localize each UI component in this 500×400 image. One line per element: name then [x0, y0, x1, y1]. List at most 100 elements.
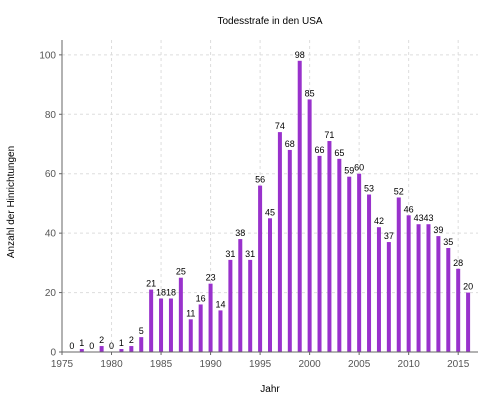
x-tick-label: 1980	[100, 359, 123, 370]
bar	[466, 292, 471, 352]
bar	[119, 349, 124, 352]
data-label: 0	[89, 341, 94, 351]
x-tick-label: 1990	[199, 359, 222, 370]
data-label: 38	[235, 228, 245, 238]
bar	[376, 227, 381, 352]
x-tick-label: 2010	[398, 359, 421, 370]
data-label: 1	[119, 338, 124, 348]
data-label: 35	[443, 237, 453, 247]
bar	[228, 259, 233, 352]
data-label: 14	[215, 299, 225, 309]
data-label: 59	[344, 166, 354, 176]
data-label: 43	[423, 213, 433, 223]
data-label: 65	[334, 148, 344, 158]
bar	[149, 289, 154, 352]
data-label: 43	[414, 213, 424, 223]
bar	[416, 224, 421, 352]
bar	[347, 176, 352, 352]
data-label: 20	[463, 282, 473, 292]
x-axis-label: Jahr	[260, 384, 280, 395]
bar	[248, 259, 253, 352]
data-label: 11	[186, 308, 195, 318]
bar	[436, 236, 441, 352]
data-label: 2	[99, 335, 104, 345]
data-label: 0	[109, 341, 114, 351]
bar	[406, 215, 411, 352]
bar	[238, 239, 243, 352]
y-tick-label: 20	[45, 288, 57, 299]
bar	[159, 298, 164, 352]
bar	[198, 304, 203, 352]
data-label: 23	[206, 273, 216, 283]
data-label: 60	[354, 163, 364, 173]
data-label: 42	[374, 216, 384, 226]
bar	[287, 149, 292, 352]
x-tick-label: 1985	[150, 359, 173, 370]
bar	[456, 268, 461, 352]
data-label: 45	[265, 207, 275, 217]
bar	[367, 194, 372, 352]
x-tick-label: 2000	[298, 359, 321, 370]
data-label: 18	[166, 288, 176, 298]
data-label: 21	[146, 279, 156, 289]
bar	[396, 197, 401, 352]
y-tick-label: 40	[45, 229, 57, 240]
bar	[337, 158, 342, 352]
bar	[297, 60, 302, 353]
bar	[79, 349, 84, 352]
data-label: 0	[69, 341, 74, 351]
bar	[178, 277, 183, 352]
data-label: 74	[275, 121, 285, 131]
bar	[188, 319, 193, 352]
chart-title: Todesstrafe in den USA	[217, 16, 322, 27]
data-label: 66	[315, 145, 325, 155]
bar	[307, 99, 312, 352]
data-label: 46	[404, 204, 414, 214]
bar	[168, 298, 173, 352]
bar	[277, 132, 282, 352]
bar	[327, 141, 332, 352]
y-tick-label: 60	[45, 169, 57, 180]
data-label: 1	[79, 338, 84, 348]
bars	[79, 60, 471, 353]
y-axis-label: Anzahl der Hinrichtungen	[6, 146, 17, 258]
x-tick-label: 2015	[447, 359, 470, 370]
bar	[426, 224, 431, 352]
data-label: 37	[384, 231, 394, 241]
bar	[317, 155, 322, 352]
data-label: 53	[364, 184, 374, 194]
bar	[268, 218, 272, 352]
bar	[357, 173, 362, 352]
x-tick-label: 1975	[51, 359, 74, 370]
bar	[218, 310, 223, 352]
data-label: 68	[285, 139, 295, 149]
bar	[129, 346, 134, 352]
data-label: 98	[295, 50, 305, 60]
data-label: 28	[453, 258, 463, 268]
data-label: 85	[305, 88, 315, 98]
x-tick-label: 2005	[348, 359, 371, 370]
bar	[99, 346, 104, 352]
data-label: 25	[176, 267, 186, 277]
y-tick-label: 0	[50, 348, 56, 359]
data-label: 31	[245, 249, 255, 259]
data-label: 39	[433, 225, 443, 235]
data-label: 71	[324, 130, 334, 140]
x-tick-label: 1995	[249, 359, 272, 370]
bar	[446, 248, 451, 352]
bar	[139, 337, 144, 352]
bar	[258, 185, 263, 352]
bar	[208, 283, 213, 352]
data-label: 16	[196, 293, 206, 303]
data-label: 5	[139, 326, 144, 336]
y-tick-label: 80	[45, 110, 57, 121]
data-label: 52	[394, 186, 404, 196]
data-label: 18	[156, 288, 166, 298]
bar	[386, 242, 391, 352]
y-tick-label: 100	[39, 50, 56, 61]
data-label: 2	[129, 335, 134, 345]
data-label: 31	[225, 249, 235, 259]
